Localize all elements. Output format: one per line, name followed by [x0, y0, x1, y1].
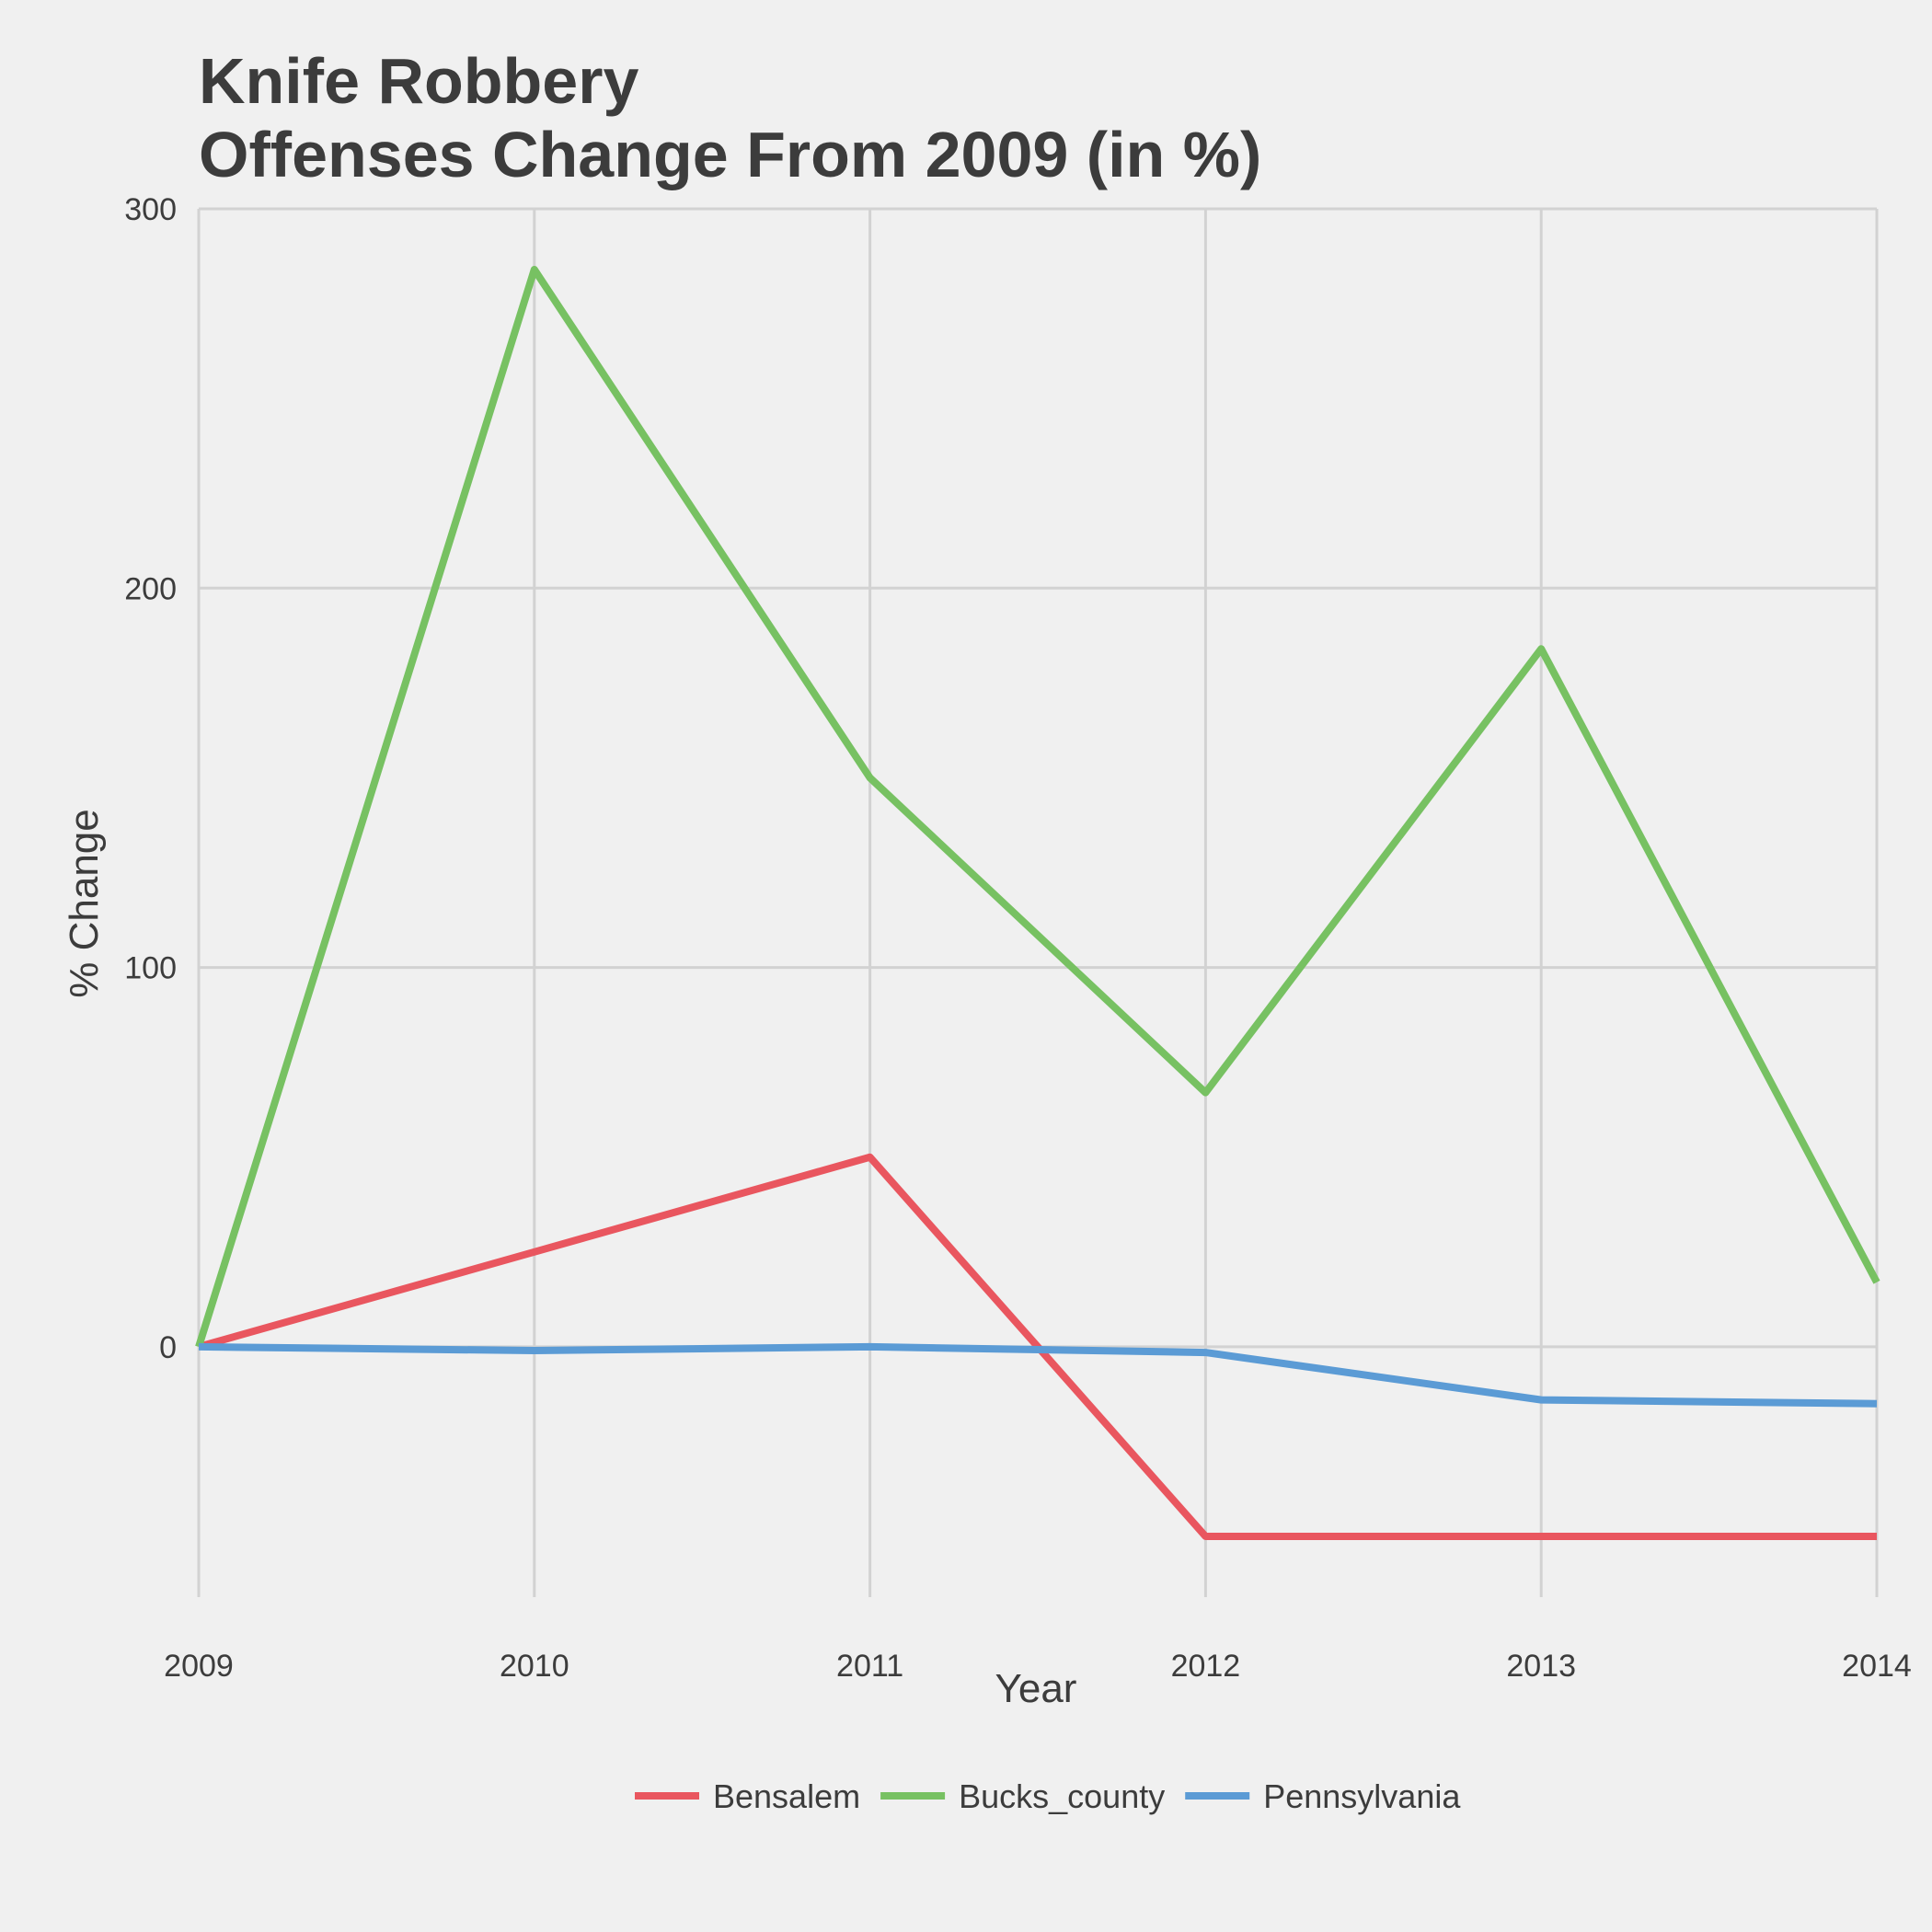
y-tick-label: 0	[159, 1330, 177, 1365]
chart-title-line-1: Knife Robbery	[199, 45, 639, 117]
legend-label: Pennsylvania	[1263, 1777, 1461, 1815]
y-tick-label: 200	[124, 571, 177, 606]
series-lines	[195, 265, 1880, 1541]
x-tick-label: 2013	[1506, 1649, 1576, 1684]
y-tick-label: 300	[124, 192, 177, 227]
legend: Bensalem Bucks_county Pennsylvania	[635, 1777, 1461, 1815]
legend-item-bucks-county: Bucks_county	[880, 1777, 1165, 1815]
x-tick-label: 2010	[500, 1649, 569, 1684]
x-tick-label: 2011	[836, 1649, 903, 1684]
legend-item-bensalem: Bensalem	[635, 1777, 860, 1815]
series-line-bucks-county	[195, 265, 1880, 1349]
legend-label: Bucks_county	[959, 1777, 1165, 1815]
grid	[197, 207, 1879, 1597]
legend-item-pennsylvania: Pennsylvania	[1185, 1777, 1461, 1815]
series-line-pennsylvania	[198, 1342, 1878, 1408]
y-axis-ticks: 0 100 200 300	[124, 192, 177, 1365]
chart-title-line-2: Offenses Change From 2009 (in %)	[199, 119, 1262, 190]
y-axis-title: % Change	[62, 809, 107, 997]
x-tick-label: 2009	[164, 1649, 234, 1684]
x-axis-ticks: 2009 2010 2011 2012 2013 2014	[164, 1649, 1912, 1684]
legend-label: Bensalem	[713, 1777, 860, 1815]
x-tick-label: 2014	[1842, 1649, 1912, 1684]
x-axis-title: Year	[995, 1666, 1077, 1711]
x-tick-label: 2012	[1171, 1649, 1241, 1684]
y-tick-label: 100	[124, 951, 177, 986]
